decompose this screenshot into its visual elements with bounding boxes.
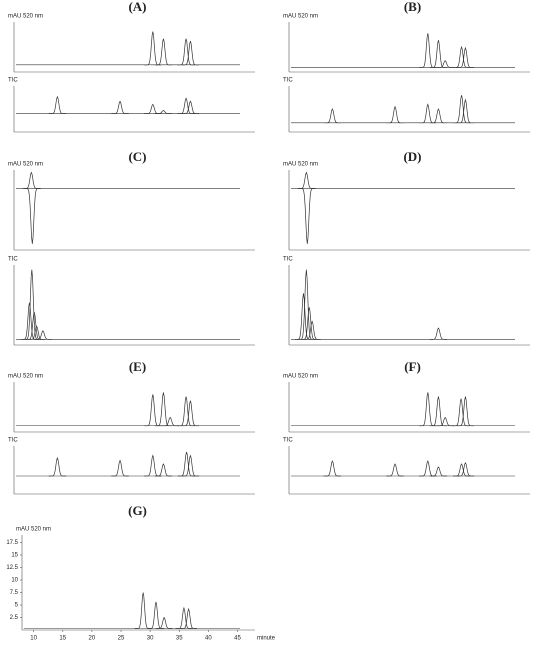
- panel-label: (D): [403, 149, 421, 164]
- peak: [134, 592, 152, 629]
- peak: [452, 463, 471, 477]
- x-tick-label: 20: [89, 636, 96, 642]
- peak: [111, 459, 129, 477]
- panel-label: (G): [128, 503, 147, 518]
- x-tick-label: 15: [59, 636, 66, 642]
- peak: [456, 396, 475, 427]
- peak: [386, 463, 404, 477]
- x-axis-label: minute: [257, 636, 276, 642]
- peak: [456, 46, 475, 68]
- peak: [419, 392, 437, 427]
- y-tick-label: 15: [11, 553, 18, 559]
- peak: [175, 606, 193, 629]
- peak: [144, 394, 162, 427]
- panel-label: (A): [128, 0, 146, 14]
- peak: [144, 103, 162, 114]
- peak: [181, 400, 200, 427]
- peak: [27, 325, 46, 340]
- peak: [34, 330, 52, 340]
- plot-title: mAU 520 nm: [8, 162, 43, 168]
- panel-label: (F): [404, 359, 421, 374]
- plot-title: TIC: [8, 78, 18, 84]
- plot-title: TIC: [8, 257, 18, 263]
- peak: [419, 103, 437, 124]
- y-tick-label: 7.5: [10, 590, 19, 596]
- peak: [297, 269, 316, 340]
- peak: [147, 601, 165, 629]
- panel-label: (E): [129, 359, 146, 374]
- peak: [452, 45, 471, 68]
- peak: [429, 327, 448, 340]
- peak: [429, 40, 448, 68]
- peak: [154, 463, 173, 477]
- y-tick-label: 17.5: [6, 540, 18, 546]
- peak: [155, 616, 173, 629]
- x-tick-label: 30: [147, 636, 154, 642]
- peak: [161, 416, 179, 427]
- y-tick-label: 5: [15, 603, 19, 609]
- peak: [144, 454, 162, 477]
- peak: [452, 398, 470, 427]
- peak: [181, 454, 200, 477]
- peak: [297, 171, 316, 189]
- peak: [323, 108, 342, 124]
- plot-title: mAU 520 nm: [283, 14, 318, 20]
- peak: [323, 460, 342, 477]
- peak: [181, 100, 200, 114]
- peak: [386, 105, 404, 124]
- plot-title: mAU 520 nm: [283, 374, 318, 380]
- peak: [154, 38, 173, 66]
- y-tick-label: 10: [11, 578, 18, 584]
- peak: [303, 320, 321, 340]
- panel-label: (B): [404, 0, 421, 14]
- plot-title: TIC: [283, 438, 293, 444]
- plot-title: mAU 520 nm: [16, 527, 51, 533]
- x-tick-label: 35: [176, 636, 183, 642]
- x-tick-label: 45: [234, 636, 241, 642]
- peak: [22, 171, 41, 189]
- peak: [180, 607, 197, 629]
- plot-title: TIC: [283, 257, 293, 263]
- plot-title: mAU 520 nm: [283, 162, 318, 168]
- panel-label: (C): [128, 149, 146, 164]
- peak: [429, 108, 448, 124]
- peak: [23, 188, 41, 244]
- peak: [456, 98, 475, 124]
- x-tick-label: 40: [205, 636, 212, 642]
- peak: [436, 416, 454, 427]
- peak: [177, 38, 195, 66]
- peak: [111, 100, 129, 114]
- peak: [429, 396, 448, 427]
- peak: [298, 188, 316, 244]
- peak: [144, 31, 162, 66]
- peak: [177, 396, 195, 427]
- plot-title: mAU 520 nm: [8, 14, 43, 20]
- peak: [48, 456, 67, 477]
- peak: [177, 451, 196, 477]
- plot-title: TIC: [283, 78, 293, 84]
- plot-title: TIC: [8, 438, 18, 444]
- peak: [181, 40, 200, 66]
- peak: [154, 110, 173, 114]
- peak: [419, 33, 437, 68]
- x-tick-label: 10: [30, 636, 37, 642]
- y-tick-label: 12.5: [6, 565, 18, 571]
- peak: [456, 461, 475, 477]
- peak: [436, 60, 454, 68]
- peak: [154, 392, 173, 427]
- peak: [429, 466, 448, 477]
- peak: [452, 95, 471, 124]
- plot-title: mAU 520 nm: [8, 374, 43, 380]
- y-tick-label: 2.5: [10, 615, 19, 621]
- x-tick-label: 25: [118, 636, 125, 642]
- peak: [177, 97, 195, 114]
- peak: [48, 95, 67, 114]
- peak: [419, 460, 437, 477]
